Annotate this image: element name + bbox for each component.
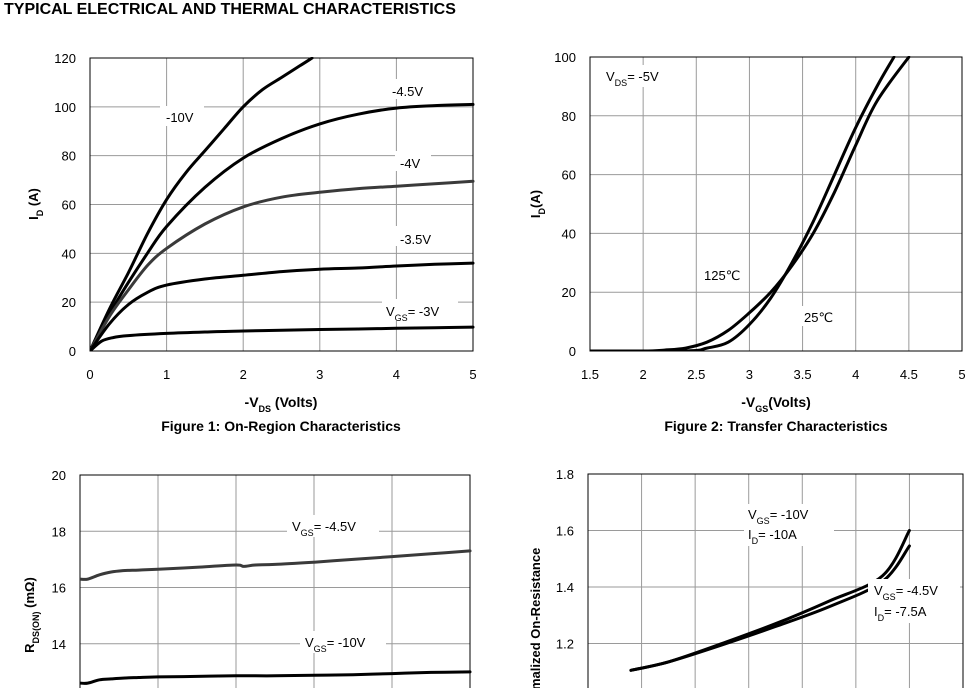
gridlines xyxy=(80,475,470,688)
figure-2-transfer-chart: 0 20 40 60 80 100 1.5 2 2.5 3 3.5 4 4.5 5 VDS= -5V 125℃… xyxy=(528,50,966,434)
y-tick-label: 16 xyxy=(52,581,66,596)
x-tick-label: 3 xyxy=(746,367,753,382)
series-label-4-5v: -4.5V xyxy=(392,84,423,99)
x-tick-label: 4 xyxy=(393,367,400,382)
series-line-3 xyxy=(90,261,475,351)
label-background xyxy=(744,504,834,546)
x-tick-label: 1.5 xyxy=(581,367,599,382)
y-tick-label: 20 xyxy=(562,285,576,300)
label-background xyxy=(382,299,458,321)
annotation-vgs-10v: VGS= -10V xyxy=(748,507,809,526)
x-tick-label: 2 xyxy=(640,367,647,382)
annotation-vds: VDS= -5V xyxy=(606,69,659,88)
figure-3-rdson-chart: 14 16 18 20 VGS= -4.5V VGS= -10V RDS(ON) (mΩ) xyxy=(22,468,472,688)
page-title: TYPICAL ELECTRICAL AND THERMAL CHARACTER… xyxy=(4,1,456,18)
y-axis-label: malized On-Resistance xyxy=(528,548,543,688)
y-axis-label: RDS(ON) (mΩ) xyxy=(22,577,41,653)
series-group xyxy=(629,529,911,672)
series-label-3-5v: -3.5V xyxy=(400,232,431,247)
x-tick-label: 1 xyxy=(163,367,170,382)
y-tick-label: 80 xyxy=(62,149,76,164)
series-label-4-5v: VGS= -4.5V xyxy=(292,519,356,538)
series-label-3v: VGS= -3V xyxy=(386,304,439,323)
series-line-4 xyxy=(90,325,475,351)
x-tick-label: 5 xyxy=(469,367,476,382)
label-background xyxy=(287,515,379,537)
y-tick-label: 100 xyxy=(554,50,576,65)
figure-1-caption: Figure 1: On-Region Characteristics xyxy=(161,418,401,434)
label-background xyxy=(300,631,386,653)
y-tick-label: 20 xyxy=(62,295,76,310)
y-tick-label: 14 xyxy=(52,637,66,652)
label-background xyxy=(868,579,960,623)
series-line-0 xyxy=(629,529,911,672)
x-tick-label: 4.5 xyxy=(900,367,918,382)
series-line-1 xyxy=(90,102,475,351)
series-group xyxy=(80,549,472,685)
label-background xyxy=(395,226,445,246)
y-tick-label: 100 xyxy=(54,100,76,115)
plot-frame xyxy=(589,56,963,352)
series-line-0 xyxy=(80,549,472,581)
plot-frame xyxy=(89,57,474,352)
y-tick-label: 40 xyxy=(62,246,76,261)
y-tick-label: 0 xyxy=(569,344,576,359)
annotation-id-10a: ID= -10A xyxy=(748,527,797,546)
x-axis-label: -VDS (Volts) xyxy=(245,394,318,414)
y-tick-label: 1.2 xyxy=(556,637,574,652)
series-line-1 xyxy=(629,544,911,672)
label-background xyxy=(395,151,431,171)
figure-1-on-region-chart: 0 20 40 60 80 100 120 0 1 2 3 4 5 -10V -4.5V -4V -3.5V VG… xyxy=(26,51,477,434)
y-tick-label: 18 xyxy=(52,524,66,539)
series-line-0 xyxy=(90,57,314,351)
series-label-4v: -4V xyxy=(400,156,421,171)
figure-2-caption: Figure 2: Transfer Characteristics xyxy=(664,418,888,434)
y-tick-label: 60 xyxy=(62,198,76,213)
series-label-125c: 125℃ xyxy=(704,268,740,283)
series-label-25c: 25℃ xyxy=(804,310,833,325)
y-tick-label: 120 xyxy=(54,51,76,66)
series-line-2 xyxy=(90,179,475,351)
label-background xyxy=(800,306,844,326)
y-axis-label: ID (A) xyxy=(26,188,45,220)
series-line-1 xyxy=(80,670,472,685)
gridlines xyxy=(590,57,962,351)
y-tick-label: 40 xyxy=(562,226,576,241)
label-background xyxy=(388,79,434,99)
x-tick-label: 0 xyxy=(86,367,93,382)
y-axis-label: ID(A) xyxy=(528,190,547,218)
x-axis-label: -VGS(Volts) xyxy=(741,394,811,414)
y-tick-label: 60 xyxy=(562,168,576,183)
label-background xyxy=(700,264,748,284)
series-group xyxy=(590,56,911,351)
y-tick-label: 1.4 xyxy=(556,580,574,595)
series-label-10v: VGS= -10V xyxy=(305,635,366,654)
x-tick-label: 3 xyxy=(316,367,323,382)
x-tick-label: 2 xyxy=(240,367,247,382)
x-tick-label: 5 xyxy=(958,367,965,382)
annotation-id-7-5a: ID= -7.5A xyxy=(874,604,927,623)
annotation-vgs-4-5v: VGS= -4.5V xyxy=(874,583,938,602)
label-background xyxy=(602,65,680,87)
plot-frame xyxy=(587,473,964,688)
series-label-10v: -10V xyxy=(166,110,194,125)
series-line-1 xyxy=(590,56,896,351)
y-tick-label: 20 xyxy=(52,468,66,483)
plot-frame xyxy=(79,474,471,688)
x-tick-label: 3.5 xyxy=(794,367,812,382)
y-tick-label: 0 xyxy=(69,344,76,359)
y-tick-label: 1.8 xyxy=(556,467,574,482)
label-background xyxy=(160,106,204,126)
series-group xyxy=(90,57,475,351)
x-tick-label: 4 xyxy=(852,367,859,382)
y-tick-label: 1.6 xyxy=(556,524,574,539)
x-tick-label: 2.5 xyxy=(687,367,705,382)
y-tick-label: 80 xyxy=(562,109,576,124)
